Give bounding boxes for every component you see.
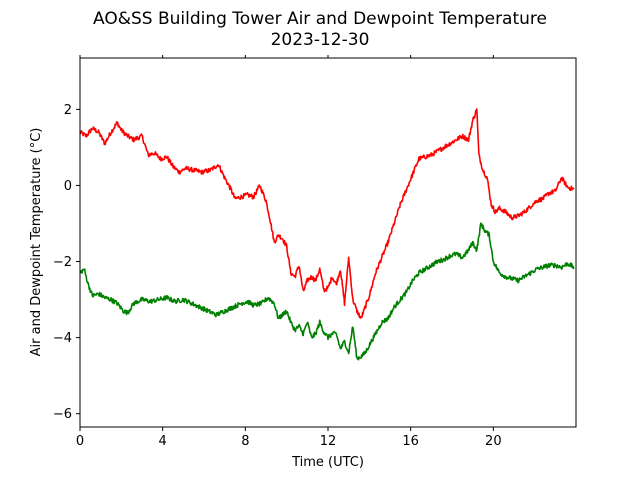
y-tick-label: 2 [64, 103, 72, 118]
series-line-air [79, 108, 575, 319]
x-tick-label: 16 [402, 434, 419, 449]
x-tick-label: 4 [159, 434, 167, 449]
plot-area [79, 108, 575, 361]
x-axis: 0 4 8 12 16 20 [76, 55, 502, 449]
x-tick-label: 20 [485, 434, 502, 449]
x-tick-label: 8 [241, 434, 249, 449]
y-tick-label: −6 [53, 407, 72, 422]
x-axis-label: Time (UTC) [291, 455, 364, 470]
chart-subtitle: 2023-12-30 [271, 30, 370, 50]
y-axis: −6 −4 −2 0 2 [53, 103, 80, 422]
y-tick-label: −2 [53, 255, 72, 270]
plot-frame [79, 57, 577, 428]
chart-title: AO&SS Building Tower Air and Dewpoint Te… [93, 9, 547, 29]
x-tick-label: 0 [76, 434, 84, 449]
y-tick-label: −4 [53, 331, 72, 346]
x-tick-label: 12 [320, 434, 337, 449]
y-tick-label: 0 [64, 179, 72, 194]
y-axis-label: Air and Dewpoint Temperature (°C) [29, 128, 44, 357]
series-line-dewpoint [79, 222, 575, 361]
